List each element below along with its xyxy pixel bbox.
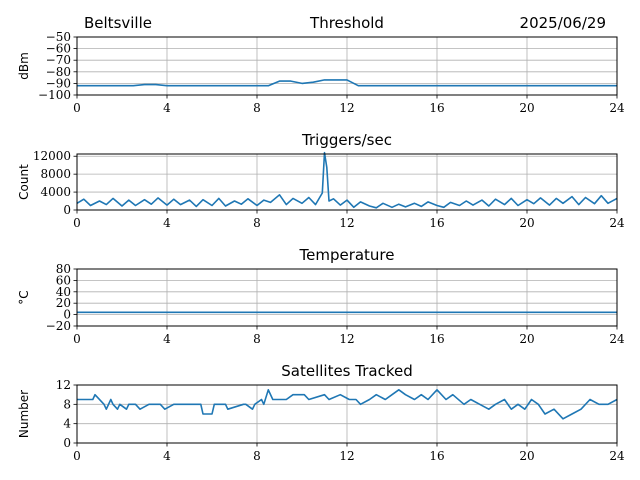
y-tick-label: 80 xyxy=(56,262,71,276)
x-tick-label: 12 xyxy=(339,216,354,230)
x-tick-label: 8 xyxy=(253,449,261,463)
x-tick-label: 24 xyxy=(609,332,625,346)
x-tick-label: 20 xyxy=(519,449,534,463)
series-line-1 xyxy=(77,389,618,420)
x-tick-label: 0 xyxy=(73,216,81,230)
y-axis-label: Count xyxy=(17,164,31,200)
y-tick-label: 0 xyxy=(63,203,71,217)
y-tick-label: 12000 xyxy=(33,149,71,163)
panel-title: Temperature xyxy=(298,246,394,264)
y-axis-label: °C xyxy=(17,290,31,304)
x-tick-label: 12 xyxy=(339,449,354,463)
panel-title: Threshold xyxy=(309,14,384,32)
x-tick-label: 12 xyxy=(339,332,354,346)
x-tick-label: 16 xyxy=(429,216,444,230)
y-tick-label: −90 xyxy=(46,76,71,90)
x-tick-label: 0 xyxy=(73,449,81,463)
series-line-1 xyxy=(76,151,618,209)
y-tick-label: 4000 xyxy=(40,185,71,199)
x-tick-label: 16 xyxy=(429,449,444,463)
x-tick-label: 8 xyxy=(253,332,261,346)
x-tick-label: 16 xyxy=(429,332,444,346)
y-tick-label: −50 xyxy=(46,30,71,44)
x-tick-label: 4 xyxy=(163,332,171,346)
x-tick-label: 24 xyxy=(609,449,625,463)
x-tick-label: 8 xyxy=(253,101,261,115)
y-tick-label: 8000 xyxy=(40,167,71,181)
y-tick-label: 0 xyxy=(63,436,71,450)
x-tick-label: 20 xyxy=(519,216,534,230)
x-tick-label: 8 xyxy=(253,216,261,230)
x-tick-label: 24 xyxy=(609,101,625,115)
y-tick-label: 12 xyxy=(56,378,71,392)
y-tick-label: −20 xyxy=(46,319,71,333)
x-tick-label: 24 xyxy=(609,216,625,230)
y-axis-label: Number xyxy=(17,390,31,438)
y-axis-label: dBm xyxy=(17,52,31,80)
x-tick-label: 4 xyxy=(163,216,171,230)
y-tick-label: −60 xyxy=(46,42,71,56)
date-label: 2025/06/29 xyxy=(520,14,606,32)
y-tick-label: −70 xyxy=(46,53,71,67)
chart-panel-1: 0 4 8 12 16 20 24 −100−90−80−70−60−50 Threshold d… xyxy=(17,14,625,115)
y-tick-label: 8 xyxy=(63,397,71,411)
x-tick-label: 4 xyxy=(163,101,171,115)
y-tick-label: 4 xyxy=(63,417,71,431)
y-tick-label: 40 xyxy=(56,285,71,299)
y-tick-label: 0 xyxy=(63,308,71,322)
y-tick-label: −100 xyxy=(38,88,71,102)
x-tick-label: 12 xyxy=(339,101,354,115)
x-tick-label: 20 xyxy=(519,101,534,115)
chart-panels: 0 4 8 12 16 20 24 −100−90−80−70−60−50 Threshold d… xyxy=(17,14,625,463)
y-tick-label: 60 xyxy=(56,273,71,287)
y-tick-label: 20 xyxy=(56,296,71,310)
chart-panel-4: 0 4 8 12 16 20 24 0 4 8 12 Satellites Tracked Number xyxy=(17,362,625,463)
x-tick-label: 4 xyxy=(163,449,171,463)
x-tick-label: 0 xyxy=(73,332,81,346)
x-tick-label: 20 xyxy=(519,332,534,346)
y-tick-label: −80 xyxy=(46,65,71,79)
series-line-1 xyxy=(77,79,617,87)
panel-title: Satellites Tracked xyxy=(281,362,412,380)
panel-title: Triggers/sec xyxy=(301,131,392,149)
station-label: Beltsville xyxy=(84,14,152,32)
x-tick-label: 16 xyxy=(429,101,444,115)
x-tick-label: 0 xyxy=(73,101,81,115)
chart-panel-2: 0 4 8 12 16 20 24 0 4000 8000 12000 Triggers/sec Cou… xyxy=(17,131,625,230)
